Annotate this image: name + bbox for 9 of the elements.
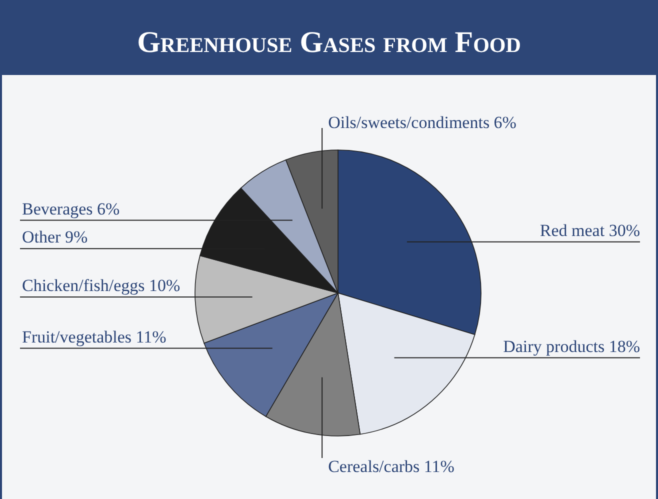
- slice-label: Fruit/vegetables 11%: [22, 327, 166, 346]
- slice-label: Chicken/fish/eggs 10%: [22, 276, 180, 295]
- slice-label: Red meat 30%: [540, 220, 640, 240]
- slice-label: Oils/sweets/condiments 6%: [328, 113, 516, 132]
- chart-title: Greenhouse Gases from Food: [137, 26, 521, 59]
- slice-label: Dairy products 18%: [503, 336, 640, 356]
- slice-label: Cereals/carbs 11%: [328, 457, 454, 476]
- slice-label: Other 9%: [22, 228, 88, 247]
- slice-label: Beverages 6%: [22, 199, 120, 218]
